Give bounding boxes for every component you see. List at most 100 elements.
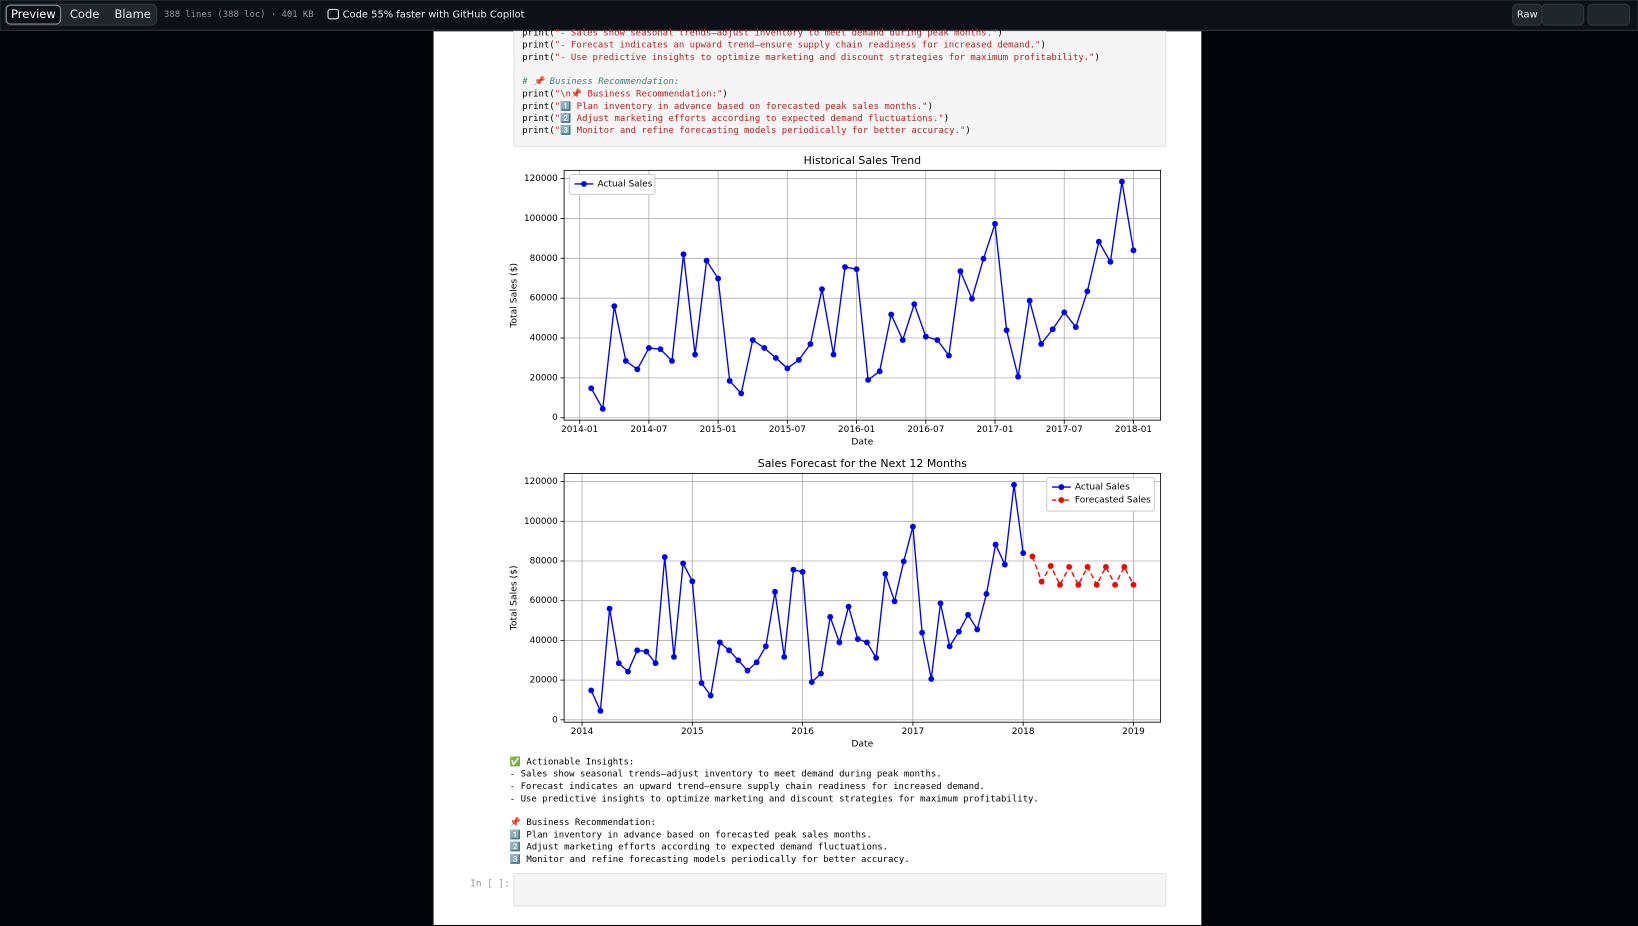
data-point [606, 605, 613, 612]
data-point [795, 357, 802, 363]
data-point [830, 351, 837, 358]
output-line: 3️⃣ Monitor and refine forecasting model… [510, 853, 910, 865]
tab[interactable]: Preview [11, 7, 56, 21]
code-line: # 📌 Business Recommendation: [521, 75, 679, 87]
data-point [661, 554, 668, 560]
x-tick-label: 2018 [1012, 727, 1035, 737]
data-point [671, 653, 677, 660]
input-cell[interactable] [513, 873, 1167, 907]
data-point [983, 591, 990, 597]
data-point [992, 220, 998, 227]
data-point [1112, 581, 1119, 588]
data-point [703, 257, 710, 264]
toolbar [0, 0, 1638, 31]
data-point [955, 628, 962, 635]
code-line: print("- Forecast indicates an upward tr… [522, 40, 1046, 50]
data-point [836, 639, 843, 646]
legend-marker [1058, 497, 1065, 504]
data-point [707, 692, 714, 699]
legend-box [568, 174, 656, 195]
data-point [1075, 581, 1082, 588]
data-point [634, 366, 641, 373]
data-point [937, 600, 944, 607]
data-point [1038, 578, 1045, 585]
data-point [888, 311, 895, 318]
output-line: 📌 Business Recommendation: [510, 816, 656, 828]
data-point [1061, 309, 1068, 316]
x-tick-label: 2015-07 [769, 425, 806, 435]
x-axis-label: Date [851, 739, 873, 750]
code-line: print("1️⃣ Plan inventory in advance bas… [522, 99, 933, 111]
file-info: 388 lines (388 loc) · 401 KB [164, 10, 314, 20]
y-tick-label: 40000 [530, 636, 559, 646]
data-point [827, 614, 834, 620]
code-line: print("- Use predictive insights to opti… [522, 52, 1100, 62]
output: ✅ Actionable Insights: - Sales show seaso… [510, 755, 1039, 865]
legend-marker [1058, 484, 1065, 490]
x-tick-label: 2015-01 [700, 425, 737, 435]
data-point [1130, 581, 1137, 588]
data-point [1029, 553, 1036, 560]
data-point [716, 639, 723, 646]
y-tick-label: 60000 [530, 596, 559, 606]
copy-download[interactable] [1541, 3, 1585, 26]
legend-marker [581, 181, 587, 187]
x-tick-label: 2014 [571, 727, 594, 737]
data-point [842, 264, 848, 270]
data-point [1015, 373, 1022, 380]
data-point [1084, 288, 1091, 295]
data-point [692, 351, 698, 358]
data-point [735, 657, 742, 664]
plot-frame [563, 473, 1162, 723]
data-point [1093, 581, 1100, 588]
data-point [643, 648, 650, 655]
tab[interactable]: Blame [114, 7, 150, 21]
output-line: ✅ Actionable Insights: [510, 755, 635, 767]
data-point [753, 659, 760, 666]
edit-menu[interactable] [1587, 3, 1631, 26]
data-point [1011, 481, 1017, 488]
data-point [865, 376, 872, 383]
y-tick-label: 40000 [530, 334, 559, 344]
x-axis-label: Date [851, 437, 873, 448]
data-point [873, 654, 880, 661]
y-axis-label: Total Sales ($) [508, 565, 519, 631]
y-tick-label: 80000 [530, 254, 559, 264]
x-tick-label: 2017-07 [1046, 425, 1083, 435]
data-point [1047, 563, 1054, 569]
data-point [928, 675, 935, 682]
chart-title: Historical Sales Trend [804, 154, 922, 167]
raw-label[interactable]: Raw [1517, 10, 1538, 21]
data-point [597, 707, 604, 714]
data-point [1102, 564, 1109, 570]
data-point [772, 588, 778, 595]
data-point [965, 611, 971, 618]
tab[interactable]: Code [70, 7, 99, 21]
data-point [1095, 238, 1102, 245]
data-point [749, 337, 756, 343]
data-point [919, 629, 926, 636]
y-tick-label: 120000 [524, 174, 558, 184]
data-point [882, 570, 889, 577]
data-point [818, 670, 824, 677]
data-point [744, 667, 751, 674]
data-point [974, 626, 981, 633]
code-line: print("- Sales show seasonal trends—adju… [522, 28, 1002, 38]
data-point [1020, 550, 1027, 556]
data-point [680, 251, 687, 258]
data-point [854, 636, 861, 642]
data-point [1049, 326, 1056, 333]
data-point [634, 647, 641, 654]
data-point [1066, 564, 1073, 570]
data-point [1001, 561, 1008, 568]
data-point [845, 603, 852, 610]
tab-active[interactable] [5, 4, 62, 25]
x-tick-label: 2014-01 [561, 425, 598, 435]
y-tick-label: 20000 [530, 373, 559, 383]
y-tick-label: 0 [552, 715, 558, 725]
data-point [611, 303, 618, 310]
copilot-link[interactable]: Code 55% faster with GitHub Copilot [343, 10, 525, 21]
output-line: 1️⃣ Plan inventory in advance based on f… [510, 828, 872, 840]
copilot-icon [327, 8, 339, 20]
data-point [1057, 581, 1063, 588]
